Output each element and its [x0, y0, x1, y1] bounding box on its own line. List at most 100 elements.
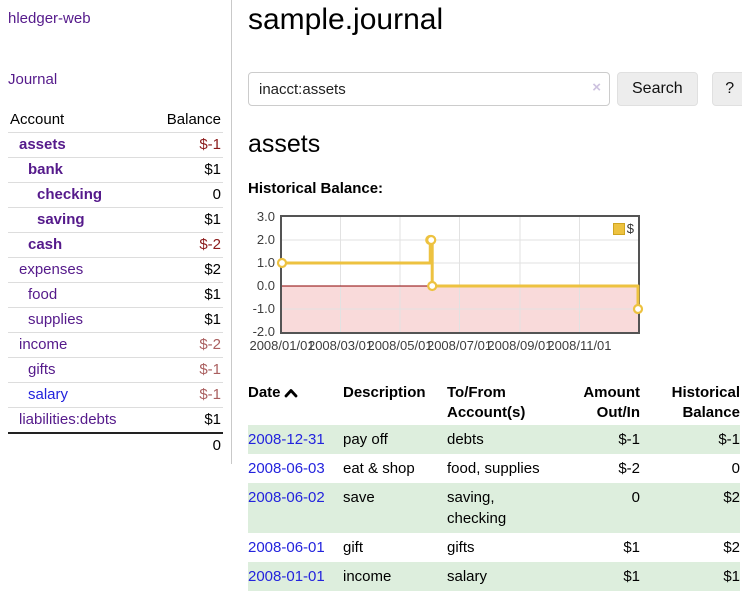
account-balance: $1 [148, 157, 223, 183]
register-date-link[interactable]: 2008-06-01 [248, 539, 325, 556]
account-row: salary $-1 [8, 382, 223, 408]
app-title-link[interactable]: hledger-web [8, 10, 91, 27]
historical-balance-chart: $ 3.0 2.0 1.0 0.0 -1.0 -2.0 2008/01/01 2008/03/… [248, 207, 742, 357]
account-row: checking 0 [8, 182, 223, 208]
register-header-description: Description [343, 384, 426, 401]
account-balance: $1 [148, 207, 223, 233]
account-row: cash $-2 [8, 232, 223, 258]
register-description: income [343, 568, 392, 585]
register-amount: $1 [623, 539, 640, 556]
sidebar-account-link[interactable]: food [28, 286, 58, 303]
search-bar: × Search ? [248, 72, 742, 106]
register-header-amount: Amount Out/In [583, 384, 640, 421]
account-balance: $1 [148, 282, 223, 308]
register-header-date[interactable]: Date [248, 381, 343, 425]
register-balance: $-1 [718, 431, 740, 448]
sidebar-account-link[interactable]: supplies [28, 311, 84, 328]
x-axis-tick-label: 2008/11/01 [547, 338, 612, 353]
sidebar-account-link[interactable]: cash [28, 236, 63, 253]
x-axis-tick-label: 2008/07/01 [426, 338, 493, 353]
account-row: supplies $1 [8, 307, 223, 333]
register-row: 2008-01-01 income salary $1 $1 [248, 562, 740, 591]
register-accounts: gifts [447, 539, 475, 556]
account-row: food $1 [8, 282, 223, 308]
register-row: 2008-06-03 eat & shop food, supplies $-2 0 [248, 454, 740, 483]
sidebar-account-link[interactable]: bank [28, 161, 64, 178]
x-axis-tick-label: 2008/09/01 [487, 338, 553, 353]
account-balance: $-1 [148, 132, 223, 158]
series-color-swatch [612, 222, 625, 235]
account-row: gifts $-1 [8, 357, 223, 383]
register-date-link[interactable]: 2008-06-03 [248, 460, 325, 477]
x-axis-tick-label: 2008/03/01 [307, 338, 374, 353]
register-amount: $-1 [618, 431, 640, 448]
search-button[interactable]: Search [617, 72, 698, 106]
register-row: 2008-06-01 gift gifts $1 $2 [248, 533, 740, 562]
account-heading: assets [248, 130, 321, 158]
register-accounts: saving, checking [447, 489, 507, 527]
register-header-accounts: To/From Account(s) [447, 384, 526, 421]
register-description: pay off [343, 431, 388, 448]
register-description: save [343, 489, 375, 506]
account-balance: $-1 [148, 357, 223, 383]
sidebar-account-link[interactable]: expenses [19, 261, 84, 278]
y-axis-tick-label: -1.0 [252, 301, 275, 316]
register-balance: 0 [731, 460, 740, 477]
account-row: saving $1 [8, 207, 223, 233]
chart-legend: $ [610, 220, 636, 237]
account-row: assets $-1 [8, 132, 223, 158]
register-accounts: salary [447, 568, 488, 585]
account-balance: $1 [148, 307, 223, 333]
account-balance: $1 [148, 407, 223, 434]
register-row: 2008-06-02 save saving, checking 0 $2 [248, 483, 740, 533]
sidebar-account-link[interactable]: salary [28, 386, 69, 403]
accounts-header-account: Account [8, 108, 149, 133]
accounts-header-balance: Balance [148, 108, 223, 133]
y-axis-tick-label: 1.0 [256, 255, 275, 270]
x-axis-tick-label: 2008/01/01 [249, 338, 315, 353]
register-accounts: debts [447, 431, 484, 448]
register-header-balance: Historical Balance [671, 384, 740, 421]
chart-plot-area: $ [276, 215, 644, 334]
register-date-link[interactable]: 2008-01-01 [248, 568, 325, 585]
sidebar: hledger-web Journal Account Balance asse… [0, 0, 232, 464]
sidebar-account-link[interactable]: liabilities:debts [19, 411, 117, 428]
x-axis-tick-label: 2008/05/01 [367, 338, 433, 353]
sidebar-item-journal[interactable]: Journal [8, 71, 58, 88]
page-title: sample.journal [248, 3, 444, 36]
sidebar-account-link[interactable]: assets [19, 136, 66, 153]
register-accounts: food, supplies [447, 460, 540, 477]
account-balance: $-2 [148, 332, 223, 358]
chart-series-svg [276, 217, 644, 332]
register-amount: $-2 [618, 460, 640, 477]
y-axis-tick-label: -2.0 [252, 324, 275, 339]
register-row: 2008-12-31 pay off debts $-1 $-1 [248, 425, 740, 454]
sidebar-account-link[interactable]: checking [37, 186, 103, 203]
main-content: sample.journal × Search ? assets Histori… [232, 0, 742, 591]
register-balance: $2 [723, 539, 740, 556]
account-balance: 0 [148, 182, 223, 208]
account-balance: $2 [148, 257, 223, 283]
accounts-table: Account Balance assets $-1 bank $1 checking 0… [8, 108, 223, 458]
sidebar-account-link[interactable]: income [19, 336, 68, 353]
search-input[interactable] [248, 72, 610, 106]
sort-ascending-icon [284, 384, 298, 404]
account-row: expenses $2 [8, 257, 223, 283]
account-row: liabilities:debts $1 [8, 407, 223, 434]
help-button[interactable]: ? [711, 72, 742, 106]
clear-search-icon[interactable]: × [592, 79, 601, 96]
register-table: Date Description To/From Account(s) Amou… [248, 381, 740, 591]
register-description: eat & shop [343, 460, 415, 477]
register-date-link[interactable]: 2008-12-31 [248, 431, 325, 448]
y-axis-tick-label: 0.0 [256, 278, 275, 293]
register-balance: $1 [723, 568, 740, 585]
register-balance: $2 [723, 489, 740, 506]
y-axis-tick-label: 3.0 [256, 209, 275, 224]
sidebar-account-link[interactable]: gifts [28, 361, 56, 378]
sidebar-account-link[interactable]: saving [37, 211, 85, 228]
register-date-link[interactable]: 2008-06-02 [248, 489, 325, 506]
account-row: income $-2 [8, 332, 223, 358]
account-row: bank $1 [8, 157, 223, 183]
register-amount: 0 [631, 489, 640, 506]
